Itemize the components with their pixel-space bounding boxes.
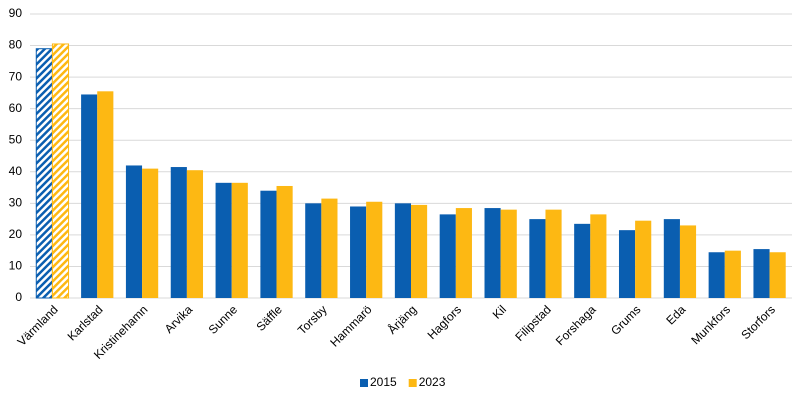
legend-swatch [408,379,417,387]
bar [411,204,428,298]
bar [170,167,187,298]
x-tick-label: Munkfors [688,302,733,347]
bar [215,182,232,298]
bar [529,219,546,298]
bar [724,250,741,298]
bar [635,220,652,298]
x-tick-label: Torsby [295,302,330,337]
bar [366,201,383,298]
x-tick-label: Grums [608,302,643,337]
y-tick-label: 40 [9,164,23,178]
bar [708,252,725,298]
x-tick-label: Karlstad [65,302,106,343]
y-tick-label: 60 [9,101,23,115]
legend-label: 2023 [419,375,446,389]
bar [394,203,411,298]
x-tick-label: Kil [490,302,509,321]
x-tick-label: Filipstad [512,302,553,343]
x-tick-label: Hammarö [327,302,374,349]
x-tick-label: Värmland [15,302,61,348]
bar [350,206,367,298]
bar [51,43,70,299]
bar [574,223,591,298]
bar [500,209,517,298]
bar [455,208,472,298]
y-tick-label: 20 [9,227,23,241]
bar [35,48,53,299]
bar [321,198,338,298]
y-tick-label: 10 [9,259,23,273]
x-tick-label: Sunne [206,302,241,337]
bar [260,190,277,298]
x-tick-label: Forshaga [553,302,599,348]
legend-label: 2015 [370,375,397,389]
x-tick-label: Årjäng [384,302,419,337]
bar [679,225,697,298]
x-tick-label: Säffle [253,302,285,334]
y-tick-label: 70 [9,69,23,83]
bar [753,249,770,298]
bar [231,182,248,298]
bar [439,214,456,298]
y-tick-label: 30 [9,196,23,210]
bar [484,208,501,298]
bar [305,203,322,298]
bar [618,230,636,298]
bar [186,170,204,298]
bar [276,185,293,298]
y-tick-label: 80 [9,38,23,52]
x-tick-label: Storfors [738,302,778,342]
bar [97,91,114,298]
bar [663,219,680,298]
bar [769,252,786,298]
bar [590,214,607,298]
bar [545,209,562,298]
bar [125,165,143,298]
bar [81,94,98,298]
bar [142,168,159,298]
y-tick-label: 0 [15,290,22,304]
x-tick-label: Hagfors [425,302,465,342]
legend-swatch [360,379,368,387]
y-tick-label: 90 [9,6,23,20]
y-tick-label: 50 [9,132,23,146]
x-tick-label: Arvika [162,302,196,336]
x-tick-label: Eda [663,302,688,327]
